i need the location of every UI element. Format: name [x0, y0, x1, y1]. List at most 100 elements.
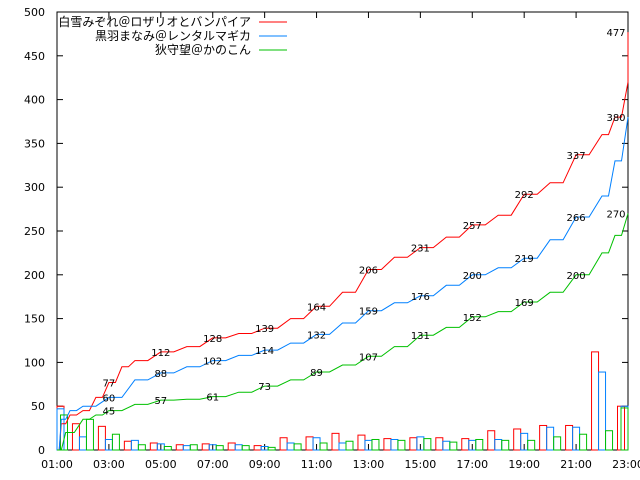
hourly-bar: [409, 437, 418, 451]
data-label: 206: [359, 266, 378, 277]
y-tick-label: 200: [24, 269, 45, 282]
hourly-bar: [605, 430, 614, 451]
data-label: 266: [567, 213, 586, 224]
data-label: 270: [606, 209, 625, 220]
x-axis: 01:00 03:00 05:00 07:00 09:00 11:00 13:00 15:00…: [41, 12, 640, 471]
data-label: 159: [359, 307, 378, 318]
data-label: 152: [463, 313, 482, 324]
hourly-bar: [461, 438, 470, 451]
data-label: 131: [411, 331, 430, 342]
data-label: 337: [567, 151, 586, 162]
line-series-group: [57, 32, 629, 451]
data-label: 200: [567, 271, 586, 282]
hourly-bar: [539, 424, 548, 451]
x-tick-label: 23:00: [612, 458, 640, 471]
hourly-bar: [553, 436, 562, 451]
data-label: 57: [154, 396, 167, 407]
hourly-bar: [591, 351, 600, 451]
data-label: 77: [103, 379, 116, 390]
hourly-bar: [442, 440, 451, 451]
data-label: 292: [515, 190, 534, 201]
hourly-bar: [267, 446, 276, 451]
x-tick-label: 19:00: [508, 458, 540, 471]
y-tick-label: 0: [38, 444, 45, 457]
y-tick-label: 500: [24, 6, 45, 19]
data-label-group: 77 112 128 139 164 206 231 257 292 337 477 60 88 102 1…: [103, 28, 626, 417]
hourly-bar: [546, 426, 555, 451]
hourly-bar: [565, 424, 574, 451]
hourly-bar: [71, 423, 80, 451]
hourly-bar: [123, 440, 132, 451]
hourly-bar: [390, 438, 399, 451]
hourly-bar: [175, 444, 184, 451]
hourly-bar: [163, 445, 172, 451]
hourly-bar: [345, 440, 354, 451]
y-tick-label: 450: [24, 50, 45, 63]
hourly-bar: [286, 442, 295, 451]
hourly-bar: [85, 418, 94, 451]
hourly-bar: [130, 439, 139, 451]
data-label: 200: [463, 271, 482, 282]
hourly-bar: [78, 436, 87, 451]
y-tick-label: 250: [24, 225, 45, 238]
hourly-bar: [397, 439, 406, 451]
hourly-bar: [215, 445, 224, 451]
hourly-bar: [527, 439, 536, 451]
hourly-bar: [182, 445, 191, 451]
plot-frame: [56, 11, 629, 451]
hourly-bar: [357, 434, 366, 451]
x-tick-label: 09:00: [249, 458, 281, 471]
y-tick-label: 300: [24, 181, 45, 194]
hourly-bar: [487, 430, 496, 451]
data-label: 164: [307, 302, 326, 313]
legend-label: 白雪みぞれ＠ロザリオとバンパイア: [58, 14, 251, 29]
data-label: 102: [203, 357, 222, 368]
hourly-bar: [189, 444, 198, 451]
legend-label: 狄守望＠かのこん: [155, 43, 251, 57]
x-tick-label: 05:00: [145, 458, 177, 471]
hourly-bar: [227, 442, 236, 451]
x-tick-label: 15:00: [405, 458, 437, 471]
x-tick-label: 03:00: [93, 458, 125, 471]
data-label: 219: [515, 254, 534, 265]
x-tick-label: 13:00: [353, 458, 385, 471]
data-label: 257: [463, 221, 482, 232]
hourly-bar: [598, 371, 607, 451]
x-tick-label: 17:00: [456, 458, 488, 471]
data-label: 73: [258, 382, 271, 393]
y-tick-label: 100: [24, 356, 45, 369]
data-label: 61: [206, 393, 219, 404]
data-label: 139: [255, 324, 274, 335]
data-label: 380: [606, 113, 625, 124]
data-label: 60: [103, 393, 116, 404]
y-tick-label: 50: [31, 400, 45, 413]
hourly-bar: [371, 438, 380, 451]
data-label: 114: [255, 346, 274, 357]
x-tick-label: 07:00: [197, 458, 229, 471]
hourly-bar: [475, 438, 484, 451]
hourly-bar: [579, 433, 588, 451]
data-label: 88: [154, 369, 167, 380]
data-label: 169: [515, 298, 534, 309]
data-label: 112: [151, 348, 170, 359]
data-label: 132: [307, 330, 326, 341]
hourly-bar: [383, 438, 392, 451]
hourly-bar: [435, 437, 444, 451]
cumulative-line: [57, 32, 629, 451]
data-label: 176: [411, 292, 430, 303]
data-label: 231: [411, 244, 430, 255]
x-tick-label: 11:00: [301, 458, 333, 471]
hourly-bar: [319, 442, 328, 451]
y-tick-label: 400: [24, 94, 45, 107]
data-label: 45: [103, 407, 116, 418]
x-tick-label: 01:00: [41, 458, 73, 471]
data-label: 107: [359, 352, 378, 363]
hourly-bar: [137, 444, 146, 451]
y-tick-label: 150: [24, 313, 45, 326]
hourly-bar: [234, 444, 243, 451]
hourly-bar: [494, 438, 503, 451]
y-tick-label: 350: [24, 137, 45, 150]
cumulative-line: [57, 117, 629, 451]
hourly-bar: [149, 442, 158, 451]
